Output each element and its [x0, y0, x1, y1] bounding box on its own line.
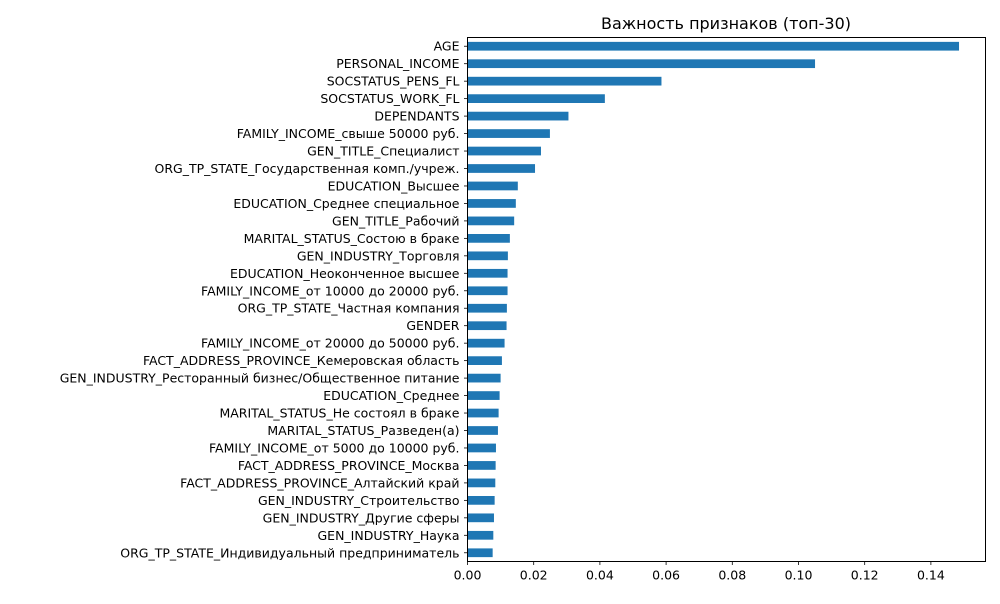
bars-layer	[467, 41, 960, 558]
y-tick-label: AGE	[434, 39, 460, 54]
y-tick-label: MARITAL_STATUS_Разведен(а)	[267, 423, 459, 438]
bar	[467, 286, 508, 296]
bar	[467, 496, 495, 505]
y-tick-label: FAMILY_INCOME_от 5000 до 10000 руб.	[209, 440, 460, 455]
bar	[467, 391, 500, 400]
bar	[467, 164, 536, 173]
y-tick-label: PERSONAL_INCOME	[336, 56, 459, 71]
x-tick-label: 0.06	[652, 568, 680, 583]
chart-title: Важность признаков (топ-30)	[601, 14, 851, 33]
x-axis: 0.00 0.02 0.04 0.06 0.08 0.10 0.12 0.14	[454, 561, 945, 583]
x-tick-label: 0.10	[785, 568, 813, 583]
y-tick-label: GEN_INDUSTRY_Торговля	[297, 248, 460, 263]
bar	[467, 356, 502, 365]
y-tick-label: FACT_ADDRESS_PROVINCE_Алтайский край	[180, 475, 459, 490]
bar	[467, 216, 515, 226]
bar	[467, 513, 494, 523]
bar	[467, 129, 550, 138]
y-tick-label: FACT_ADDRESS_PROVINCE_Кемеровская област…	[143, 353, 460, 368]
bar	[467, 373, 501, 383]
plot-frame	[467, 37, 986, 562]
y-tick-label: GENDER	[406, 318, 459, 333]
x-tick-label: 0.08	[718, 568, 746, 583]
x-tick-label: 0.00	[454, 568, 482, 583]
bar	[467, 268, 508, 278]
bar	[467, 251, 508, 261]
y-tick-label: ORG_TP_STATE_Частная компания	[238, 301, 460, 316]
bar	[467, 530, 494, 540]
bar	[467, 234, 510, 243]
y-tick-label: GEN_INDUSTRY_Наука	[317, 528, 459, 543]
x-tick-label: 0.14	[917, 568, 945, 583]
bar	[467, 146, 541, 156]
y-tick-label: MARITAL_STATUS_Состою в браке	[244, 231, 460, 246]
bar	[467, 111, 569, 121]
y-tick-label: EDUCATION_Среднее специальное	[233, 196, 459, 211]
bar	[467, 199, 516, 208]
bar	[467, 303, 507, 313]
y-tick-label: ORG_TP_STATE_Государственная комп./учреж…	[155, 161, 460, 176]
y-tick-label: GEN_INDUSTRY_Другие сферы	[263, 510, 460, 525]
y-tick-label: SOCSTATUS_PENS_FL	[327, 74, 460, 89]
bar	[467, 461, 496, 470]
y-tick-label: ORG_TP_STATE_Индивидуальный предпринимат…	[120, 545, 459, 560]
y-tick-labels: AGE PERSONAL_INCOME SOCSTATUS_PENS_FL SOCST…	[60, 39, 468, 560]
y-tick-label: FACT_ADDRESS_PROVINCE_Москва	[238, 458, 460, 473]
y-tick-label: MARITAL_STATUS_Не состоял в браке	[219, 406, 459, 421]
bar	[467, 478, 496, 488]
x-tick-label: 0.02	[520, 568, 548, 583]
y-tick-label: GEN_INDUSTRY_Ресторанный бизнес/Обществе…	[60, 371, 460, 386]
y-tick-label: SOCSTATUS_WORK_FL	[320, 91, 459, 106]
y-tick-label: EDUCATION_Неоконченное высшее	[230, 266, 460, 281]
y-tick-label: EDUCATION_Высшее	[328, 178, 460, 193]
x-tick-label: 0.04	[586, 568, 614, 583]
y-tick-label: EDUCATION_Среднее	[323, 388, 460, 403]
bar	[467, 338, 505, 348]
y-tick-label: DEPENDANTS	[374, 109, 459, 124]
y-tick-label: GEN_TITLE_Рабочий	[332, 213, 459, 228]
bar	[467, 548, 493, 558]
bar	[467, 94, 605, 103]
x-tick-label: 0.12	[851, 568, 879, 583]
y-tick-label: FAMILY_INCOME_свыше 50000 руб.	[237, 126, 460, 141]
y-tick-label: GEN_TITLE_Специалист	[307, 144, 459, 159]
y-tick-label: FAMILY_INCOME_от 10000 до 20000 руб.	[201, 283, 459, 298]
bar	[467, 59, 816, 69]
bar	[467, 41, 960, 51]
bar	[467, 321, 507, 331]
y-tick-label: FAMILY_INCOME_от 20000 до 50000 руб.	[201, 336, 459, 351]
bar	[467, 181, 518, 191]
y-tick-label: GEN_INDUSTRY_Строительство	[258, 493, 460, 508]
bar	[467, 76, 662, 86]
bar	[467, 426, 498, 435]
bar	[467, 408, 499, 418]
bar	[467, 443, 496, 453]
